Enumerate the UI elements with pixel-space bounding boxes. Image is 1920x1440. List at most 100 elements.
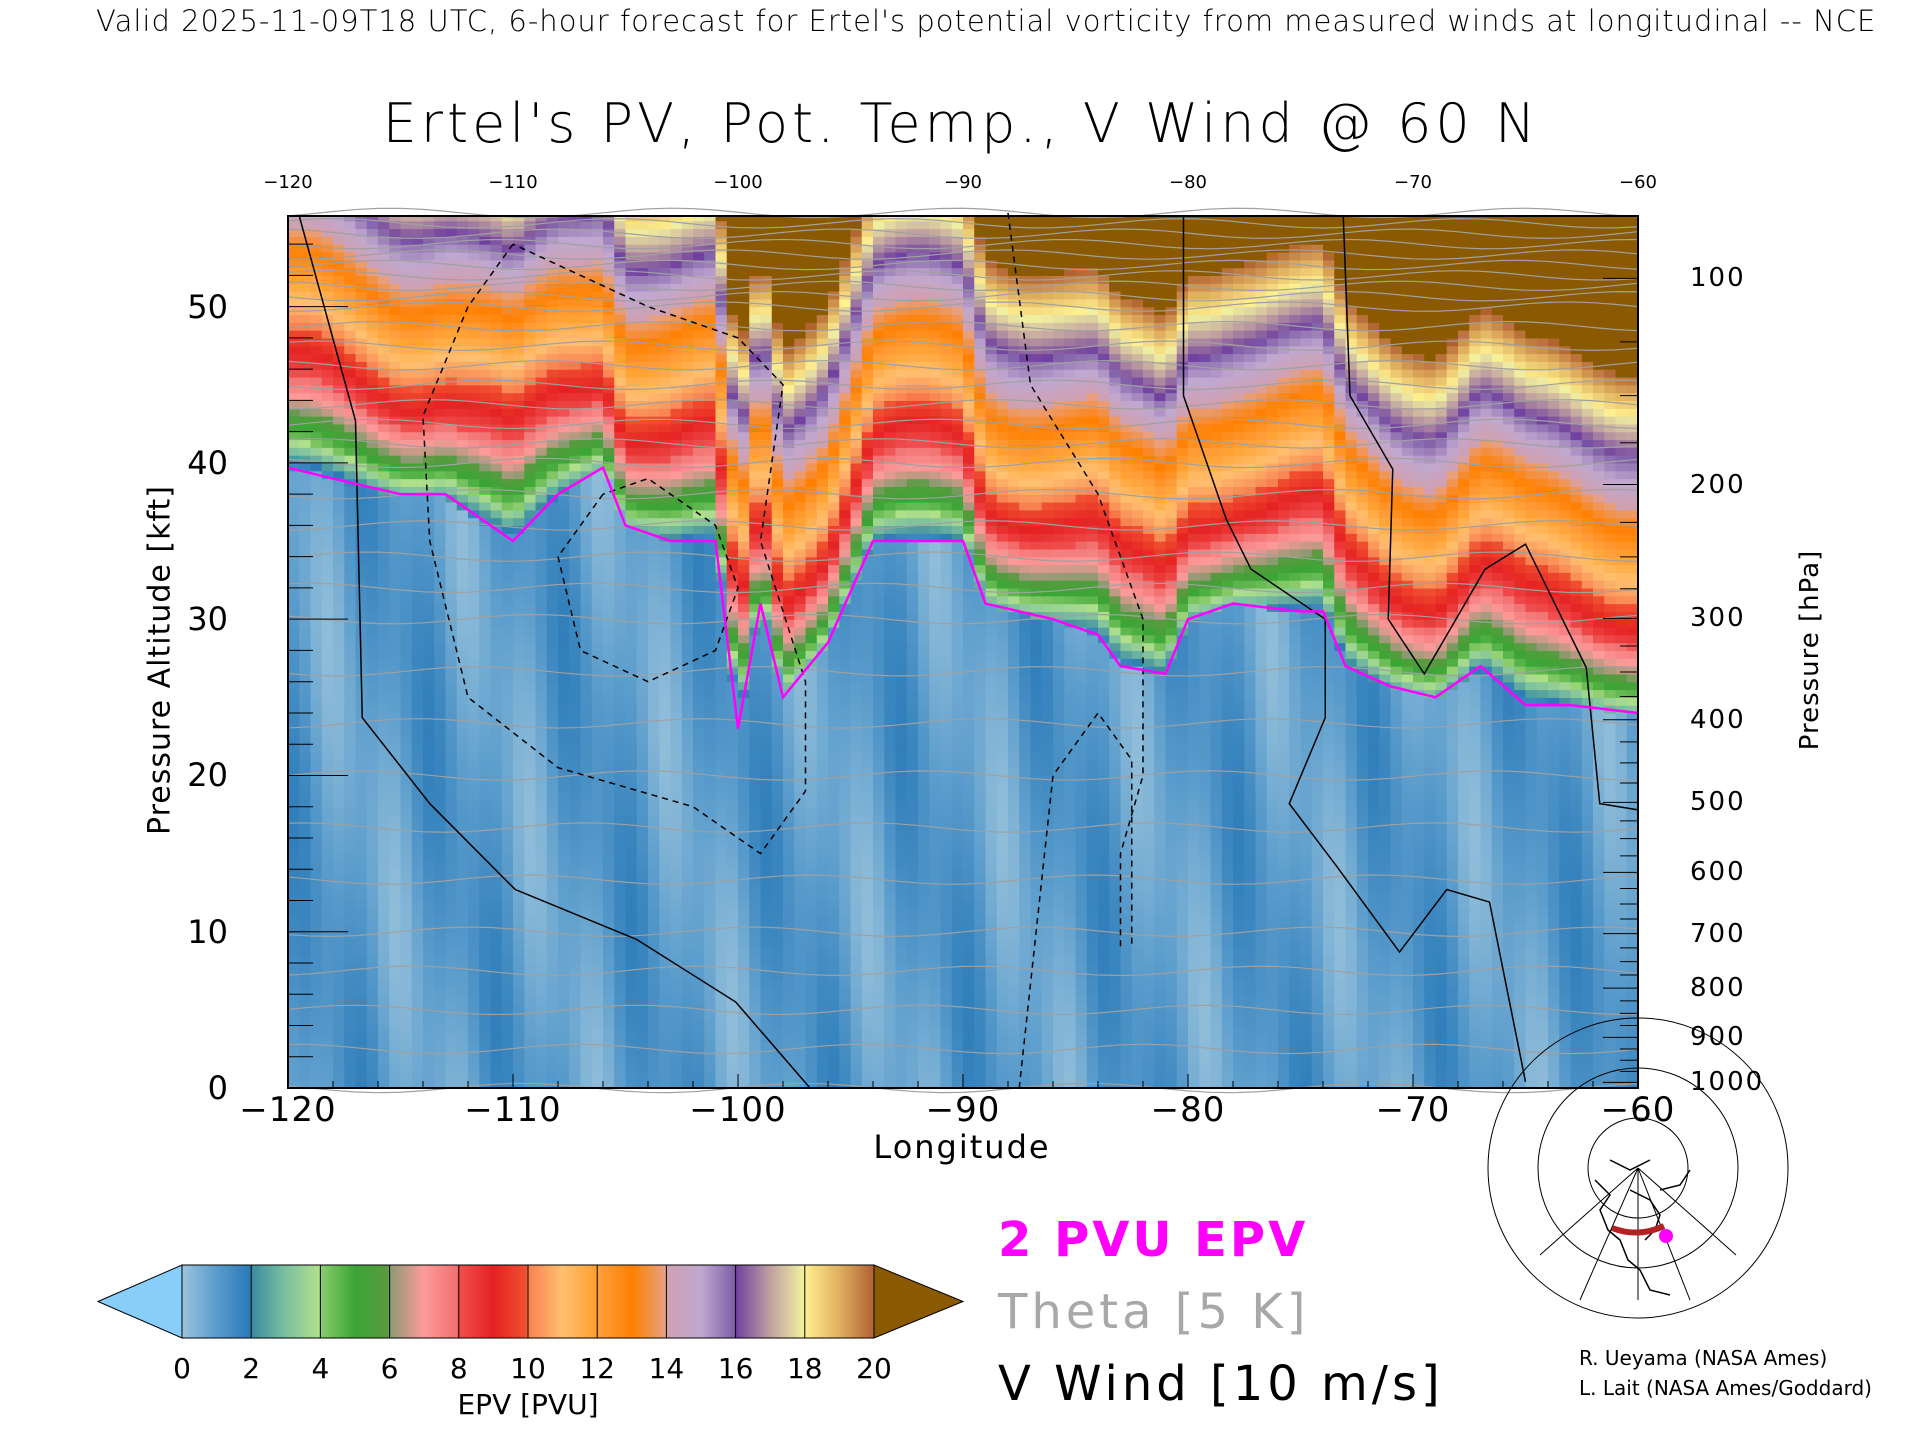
heatmap-cell xyxy=(389,455,402,464)
heatmap-cell xyxy=(580,650,593,659)
heatmap-cell xyxy=(400,556,413,566)
heatmap-cell xyxy=(726,314,739,323)
heatmap-cell xyxy=(378,369,390,378)
heatmap-cell xyxy=(389,783,402,792)
heatmap-cell xyxy=(636,1080,649,1089)
heatmap-cell xyxy=(749,462,762,472)
heatmap-cell xyxy=(693,337,705,347)
heatmap-cell xyxy=(513,353,525,362)
heatmap-cell xyxy=(771,994,784,1003)
heatmap-cell xyxy=(681,353,694,362)
heatmap-cell xyxy=(681,970,694,980)
heatmap-cell xyxy=(704,228,717,237)
heatmap-cell xyxy=(783,634,795,644)
heatmap-cell xyxy=(569,580,582,589)
heatmap-cell xyxy=(558,689,570,698)
heatmap-cell xyxy=(726,564,739,573)
heatmap-cell xyxy=(468,267,480,276)
heatmap-cell xyxy=(411,408,424,417)
heatmap-cell xyxy=(321,525,334,534)
heatmap-cell xyxy=(344,916,357,925)
heatmap-cell xyxy=(704,658,717,667)
heatmap-cell xyxy=(580,509,593,519)
heatmap-cell xyxy=(299,689,312,698)
heatmap-cell xyxy=(445,900,458,909)
heatmap-cell xyxy=(546,775,559,784)
heatmap-cell xyxy=(535,626,548,636)
heatmap-cell xyxy=(378,501,390,511)
heatmap-cell xyxy=(333,595,345,605)
heatmap-cell xyxy=(670,814,683,823)
heatmap-cell xyxy=(648,666,660,675)
heatmap-cell xyxy=(603,603,615,612)
heatmap-cell xyxy=(535,611,548,620)
heatmap-cell xyxy=(603,939,615,948)
heatmap-cell xyxy=(546,517,559,527)
heatmap-cell xyxy=(389,494,402,503)
heatmap-cell xyxy=(389,1017,402,1027)
heatmap-cell xyxy=(445,525,458,534)
heatmap-cell xyxy=(726,1056,739,1066)
heatmap-cell xyxy=(310,783,323,792)
heatmap-cell xyxy=(344,1064,357,1073)
heatmap-cell xyxy=(738,501,750,511)
heatmap-cell xyxy=(310,595,323,605)
heatmap-cell xyxy=(389,884,402,894)
heatmap-cell xyxy=(344,376,357,386)
heatmap-cell xyxy=(580,556,593,566)
heatmap-cell xyxy=(434,283,447,292)
heatmap-cell xyxy=(783,830,795,839)
heatmap-cell xyxy=(546,884,559,894)
heatmap-cell xyxy=(378,947,390,956)
heatmap-cell xyxy=(501,884,514,894)
heatmap-cell xyxy=(355,353,368,362)
heatmap-cell xyxy=(456,1002,469,1011)
heatmap-cell xyxy=(389,384,402,394)
heatmap-cell xyxy=(366,1064,379,1073)
heatmap-cell xyxy=(434,572,447,581)
heatmap-cell xyxy=(591,822,604,831)
heatmap-cell xyxy=(648,548,660,558)
heatmap-cell xyxy=(389,962,402,972)
heatmap-cell xyxy=(648,775,660,784)
heatmap-cell xyxy=(783,697,795,706)
heatmap-cell xyxy=(513,228,525,237)
heatmap-cell xyxy=(648,1056,660,1066)
heatmap-cell xyxy=(479,462,492,472)
heatmap-cell xyxy=(535,1009,548,1019)
heatmap-cell xyxy=(479,478,492,487)
heatmap-cell xyxy=(580,1080,593,1089)
heatmap-cell xyxy=(445,916,458,925)
heatmap-cell xyxy=(355,955,368,964)
heatmap-cell xyxy=(704,408,717,417)
heatmap-cell xyxy=(558,291,570,300)
heatmap-cell xyxy=(681,752,694,761)
heatmap-cell xyxy=(659,947,672,956)
heatmap-cell xyxy=(423,541,435,550)
heatmap-cell xyxy=(771,931,784,941)
heatmap-cell xyxy=(715,228,728,237)
heatmap-cell xyxy=(614,1080,627,1089)
heatmap-cell xyxy=(333,775,345,784)
heatmap-cell xyxy=(344,744,357,753)
heatmap-cell xyxy=(288,541,300,550)
heatmap-cell xyxy=(558,939,570,948)
heatmap-cell xyxy=(501,1080,514,1089)
heatmap-cell xyxy=(681,900,694,909)
heatmap-cell xyxy=(749,251,762,261)
heatmap-cell xyxy=(355,408,368,417)
heatmap-cell xyxy=(558,275,570,284)
heatmap-cell xyxy=(760,767,773,777)
heatmap-cell xyxy=(738,626,750,636)
heatmap-cell xyxy=(333,462,345,472)
heatmap-cell xyxy=(603,775,615,784)
heatmap-cell xyxy=(715,337,728,347)
heatmap-cell xyxy=(535,548,548,558)
heatmap-cell xyxy=(288,1056,300,1066)
heatmap-cell xyxy=(389,1048,402,1058)
heatmap-cell xyxy=(569,923,582,933)
heatmap-cell xyxy=(333,298,345,308)
heatmap-cell xyxy=(456,1041,469,1050)
heatmap-cell xyxy=(456,533,469,542)
heatmap-cell xyxy=(479,486,492,495)
